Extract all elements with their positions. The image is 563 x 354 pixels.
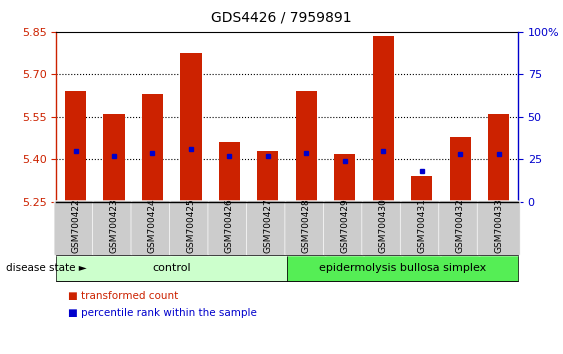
Bar [180,53,202,202]
Text: epidermolysis bullosa simplex: epidermolysis bullosa simplex [319,263,486,273]
Bar [257,151,279,202]
Text: GSM700426: GSM700426 [225,198,234,253]
Text: GSM700422: GSM700422 [71,198,80,253]
Text: GSM700425: GSM700425 [186,198,195,253]
Text: GSM700428: GSM700428 [302,198,311,253]
Text: GSM700431: GSM700431 [417,198,426,253]
Bar [219,142,240,202]
Text: GSM700424: GSM700424 [148,198,157,253]
Text: ■ transformed count: ■ transformed count [68,291,178,301]
Text: GDS4426 / 7959891: GDS4426 / 7959891 [211,11,352,25]
Bar [334,154,355,202]
Text: GSM700433: GSM700433 [494,198,503,253]
Bar [65,91,86,202]
Bar [411,176,432,202]
Bar [296,91,317,202]
Text: disease state ►: disease state ► [6,263,86,273]
Text: GSM700430: GSM700430 [379,198,388,253]
Text: GSM700427: GSM700427 [263,198,272,253]
Text: GSM700432: GSM700432 [456,198,464,253]
Text: control: control [153,263,191,273]
Bar [450,137,471,202]
Bar [373,36,394,202]
Text: GSM700423: GSM700423 [110,198,118,253]
Text: GSM700429: GSM700429 [341,198,349,253]
Text: ■ percentile rank within the sample: ■ percentile rank within the sample [68,308,256,318]
Bar [104,114,124,202]
Bar [488,114,510,202]
Bar [142,94,163,202]
